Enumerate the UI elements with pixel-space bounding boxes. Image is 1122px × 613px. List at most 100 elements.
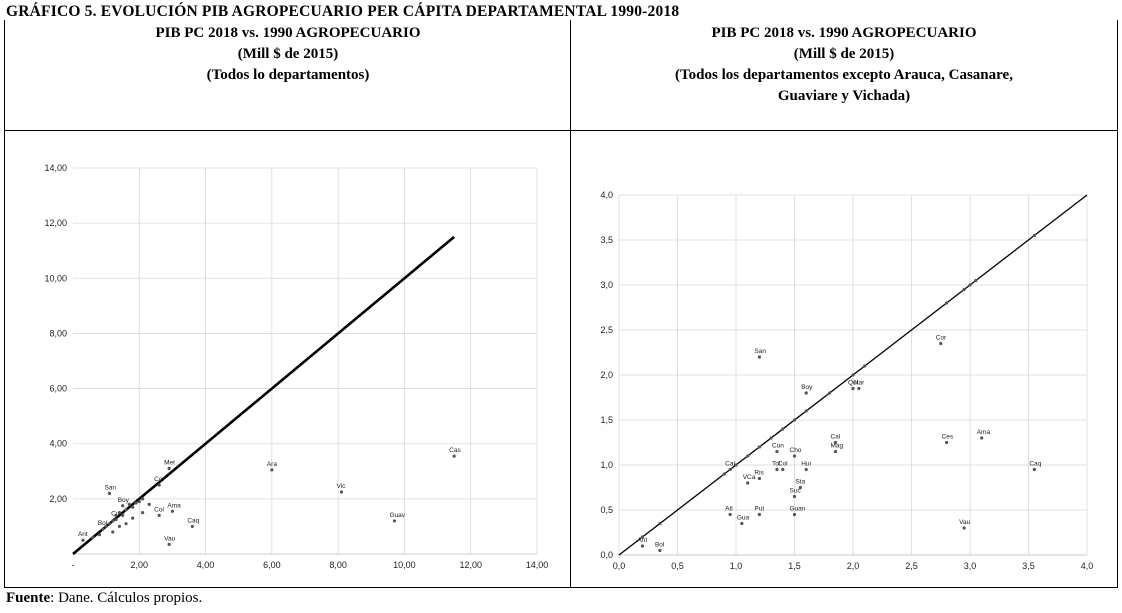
left-header-panel: PIB PC 2018 vs. 1990 AGROPECUARIO (Mill … <box>4 20 571 131</box>
data-point <box>111 519 115 523</box>
data-point <box>757 445 761 449</box>
x-tick-label: 0,5 <box>671 561 684 571</box>
data-point-label: Col <box>778 461 788 468</box>
left-scatter-chart: 2,00 4,00 6,00 8,00 10,00 12,00 14,00 2,00 4,00 6… <box>44 163 548 570</box>
data-point <box>945 440 949 445</box>
data-point-label: Ant <box>637 537 647 544</box>
data-point <box>141 497 145 501</box>
data-point <box>728 512 732 517</box>
x-tick-label: 3,0 <box>964 561 977 571</box>
data-point <box>107 522 112 526</box>
data-point-label: Put <box>754 506 764 513</box>
x-tick-label: 6,00 <box>263 560 281 570</box>
y-tick-label: 4,0 <box>600 190 613 200</box>
right-header-line3: (Todos los departamentos excepto Arauca,… <box>675 67 1013 83</box>
data-point <box>828 391 832 395</box>
data-point <box>804 409 808 413</box>
data-point-label: San <box>754 348 766 355</box>
data-point <box>792 454 797 458</box>
x-tick-label: 1,5 <box>788 561 801 571</box>
data-point-label: Caq <box>187 517 199 524</box>
data-point-label: VCa <box>743 474 756 481</box>
data-point <box>974 278 978 283</box>
data-point <box>114 517 118 522</box>
data-point-label: Cor <box>936 335 947 342</box>
y-tick-label: 4,00 <box>49 439 67 449</box>
data-point-label: Bol <box>655 542 665 549</box>
x-tick-label: 4,0 <box>1081 561 1094 571</box>
right-header-line1: PIB PC 2018 vs. 1990 AGROPECUARIO <box>711 25 977 41</box>
right-header-line2: (Mill $ de 2015) <box>793 46 895 62</box>
data-point-label: Vau <box>959 519 970 526</box>
data-point <box>804 467 808 472</box>
data-point-label: Guav <box>389 512 405 519</box>
data-point-label: Ant <box>78 531 88 538</box>
data-point-label: Vau <box>164 535 175 542</box>
data-point <box>781 467 785 472</box>
data-point <box>167 466 171 471</box>
data-point-label: Met <box>164 460 175 467</box>
data-point <box>131 516 135 520</box>
data-point <box>134 501 138 505</box>
right-header-line4: Guaviare y Vichada) <box>777 88 911 104</box>
data-point <box>804 391 808 395</box>
x-tick-label: 4,00 <box>197 560 215 570</box>
reference-line-45deg <box>72 235 455 555</box>
data-point <box>147 502 151 506</box>
data-point <box>769 436 773 440</box>
data-point <box>851 373 855 377</box>
data-point <box>857 386 861 391</box>
data-point <box>141 511 145 515</box>
source-footer: Fuente: Dane. Cálculos propios. <box>6 590 202 607</box>
right-plot-panel: 0,0 0,5 1,0 1,5 2,0 2,5 3,0 3,5 4,0 0,0 0,5 1,0 1,5 2… <box>570 130 1118 588</box>
data-point <box>640 535 644 539</box>
y-tick-label: 8,00 <box>49 328 67 338</box>
data-point-label: Tol <box>772 461 781 468</box>
data-point <box>863 364 867 368</box>
x-tick-label: 0,0 <box>613 561 626 571</box>
data-point <box>127 502 131 506</box>
data-point-label: Ris <box>754 470 764 477</box>
data-point <box>962 526 966 530</box>
data-point <box>728 467 732 472</box>
data-point <box>781 427 785 431</box>
data-point <box>1032 233 1036 238</box>
data-point-label: Ama <box>167 502 181 509</box>
data-point <box>124 508 128 512</box>
data-point-label: Hui <box>801 461 811 468</box>
data-point <box>792 494 797 499</box>
data-point <box>270 468 274 472</box>
chart-main-title: GRÁFICO 5. EVOLUCIÓN PIB AGROPECUARIO PE… <box>6 3 680 20</box>
data-point <box>833 449 838 454</box>
data-point <box>945 301 949 305</box>
data-point <box>170 509 175 513</box>
data-point <box>722 472 726 476</box>
data-point <box>980 436 984 440</box>
data-point-label: Sta <box>795 479 805 486</box>
data-point <box>167 542 171 546</box>
data-point <box>339 490 344 494</box>
data-point <box>107 491 112 495</box>
data-point <box>740 521 744 526</box>
data-point <box>121 504 125 508</box>
data-point-label: Cal <box>725 461 735 468</box>
data-point <box>757 512 761 517</box>
x-tick-label: 2,0 <box>847 561 860 571</box>
left-header-line1: PIB PC 2018 vs. 1990 AGROPECUARIO <box>155 25 421 41</box>
data-point <box>962 287 966 292</box>
y-tick-label: 1,0 <box>600 460 613 470</box>
data-point <box>157 513 161 517</box>
data-point <box>798 485 802 490</box>
y-tick-label: 6,00 <box>49 384 67 394</box>
data-point <box>658 548 662 553</box>
data-point <box>117 511 121 515</box>
data-point <box>101 527 105 531</box>
data-point <box>640 544 644 548</box>
data-point-label: Cor <box>154 476 165 483</box>
data-point <box>734 463 738 467</box>
y-tick-label: 3,0 <box>600 280 613 290</box>
data-point <box>137 500 141 504</box>
data-point <box>97 533 102 537</box>
data-point <box>775 467 779 472</box>
data-point-label: Ama <box>977 429 991 436</box>
